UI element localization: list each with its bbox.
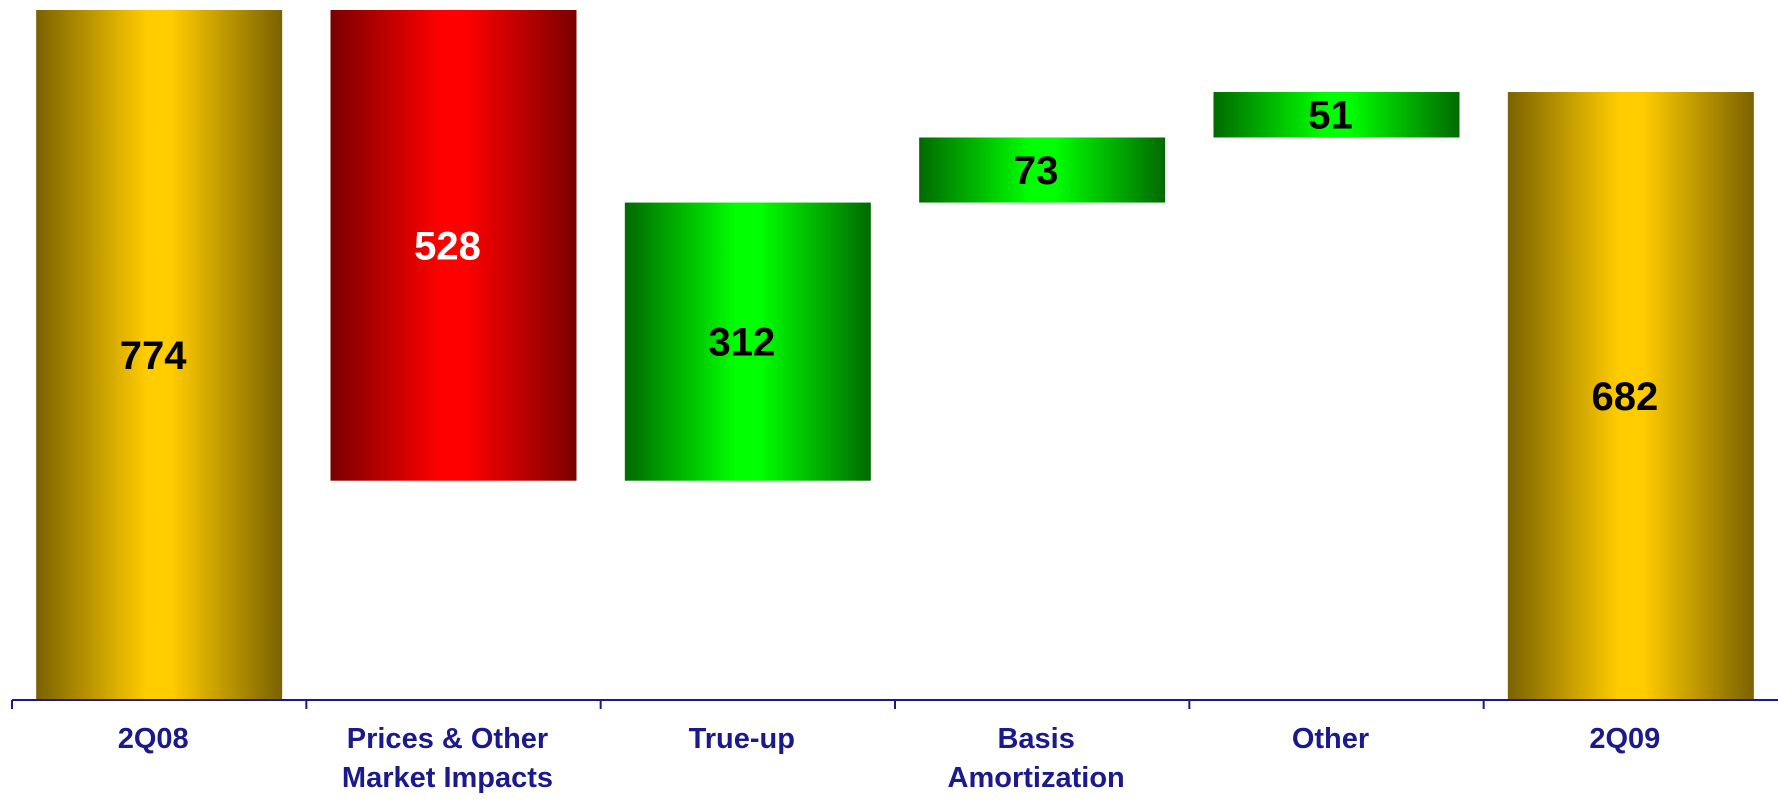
category-label: True-up [689,723,795,755]
category-label: 2Q08 [118,723,189,755]
bar-value-label: 682 [1591,375,1658,419]
bar-value-label: 73 [1014,149,1059,193]
category-label: Other [1292,723,1369,755]
bars-group [36,10,1754,700]
bar-3 [624,202,871,481]
category-labels-group: 2Q08 Prices & Other Market Impacts True-up B… [118,723,1661,794]
bar-2 [330,10,577,481]
bar-6 [1507,92,1754,700]
bar-5 [1213,92,1460,138]
bar-value-label: 528 [414,224,481,268]
category-label: Prices & Other Market Impacts [342,723,553,794]
bar-value-label: 312 [708,321,775,365]
bar-labels-group: 774 528 312 73 51 682 [120,94,1658,419]
category-label: 2Q09 [1589,723,1660,755]
bar-value-label: 51 [1308,94,1353,138]
bar-1 [36,10,283,700]
bar-value-label: 774 [120,334,187,378]
bar-4 [919,137,1166,203]
category-label: Basis Amortization [948,723,1125,794]
x-axis [11,699,1778,709]
